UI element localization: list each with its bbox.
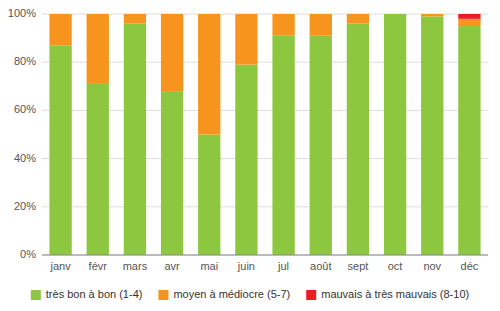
bar-segment — [458, 19, 480, 26]
legend-label: moyen à médiocre (5-7) — [173, 288, 290, 300]
x-tick-label: mai — [200, 260, 218, 272]
y-tick-label: 40% — [14, 152, 36, 164]
x-tick-label: déc — [461, 260, 479, 272]
legend-item: moyen à médiocre (5-7) — [158, 288, 290, 300]
legend-swatch — [158, 290, 168, 300]
x-tick-label: mars — [123, 260, 148, 272]
legend: très bon à bon (1-4) moyen à médiocre (5-… — [31, 288, 469, 300]
bar-segment — [347, 24, 369, 255]
legend-label: très bon à bon (1-4) — [46, 288, 143, 300]
x-tick-label: nov — [423, 260, 441, 272]
bar-segment — [198, 14, 220, 15]
x-tick-label: janv — [49, 260, 71, 272]
series — [49, 14, 480, 135]
x-tick-label: sept — [348, 260, 369, 272]
bar-segment — [87, 14, 109, 84]
bar-segment — [421, 14, 443, 15]
x-tick-label: juin — [237, 260, 255, 272]
bar-segment — [458, 14, 480, 19]
bar-segment — [384, 14, 406, 255]
legend-item: mauvais à très mauvais (8-10) — [306, 288, 469, 300]
bar-segment — [235, 14, 257, 65]
bar-segment — [124, 14, 146, 15]
x-tick-label: jul — [277, 260, 289, 272]
y-tick-label: 60% — [14, 103, 36, 115]
bars — [49, 14, 480, 255]
bar-segment — [124, 24, 146, 255]
bar-segment — [310, 14, 332, 36]
bar-segment — [310, 36, 332, 255]
bar-segment — [49, 45, 71, 255]
bar-segment — [384, 14, 406, 15]
bar-segment — [458, 26, 480, 255]
y-tick-label: 100% — [8, 7, 36, 19]
grid — [42, 14, 488, 255]
x-tick-label: févr — [89, 260, 108, 272]
y-tick-label: 20% — [14, 200, 36, 212]
bar-segment — [87, 84, 109, 255]
bar-segment — [347, 14, 369, 24]
bar-segment — [161, 14, 183, 91]
series — [458, 14, 480, 19]
x-tick-label: avr — [164, 260, 180, 272]
bar-segment — [198, 135, 220, 256]
y-axis: 0% 20% 40% 60% 80% 100% — [8, 7, 36, 260]
bar-segment — [87, 14, 109, 15]
bar-segment — [272, 14, 294, 15]
bar-segment — [161, 14, 183, 15]
bar-segment — [310, 14, 332, 15]
bar-segment — [49, 14, 71, 15]
bar-segment — [384, 14, 406, 15]
bar-segment — [272, 14, 294, 36]
x-tick-label: oct — [388, 260, 403, 272]
bar-segment — [49, 14, 71, 45]
bar-segment — [347, 14, 369, 15]
x-tick-label: août — [310, 260, 331, 272]
series — [49, 14, 480, 255]
bar-segment — [235, 14, 257, 15]
bar-segment — [235, 65, 257, 255]
chart: 0% 20% 40% 60% 80% 100% janv févr mars avr mai juin… — [0, 0, 500, 311]
bar-segment — [421, 16, 443, 255]
legend-label: mauvais à très mauvais (8-10) — [321, 288, 469, 300]
bar-segment — [161, 91, 183, 255]
legend-swatch — [306, 290, 316, 300]
y-tick-label: 0% — [20, 248, 36, 260]
bar-segment — [272, 36, 294, 255]
x-axis: janv févr mars avr mai juin jul août sept oct nov d… — [42, 255, 488, 272]
x-axis-line — [42, 255, 488, 256]
legend-swatch — [31, 290, 41, 300]
legend-item: très bon à bon (1-4) — [31, 288, 143, 300]
bar-segment — [198, 14, 220, 135]
y-tick-label: 80% — [14, 55, 36, 67]
grid-line — [42, 255, 488, 256]
bar-segment — [421, 14, 443, 16]
bar-segment — [124, 14, 146, 24]
